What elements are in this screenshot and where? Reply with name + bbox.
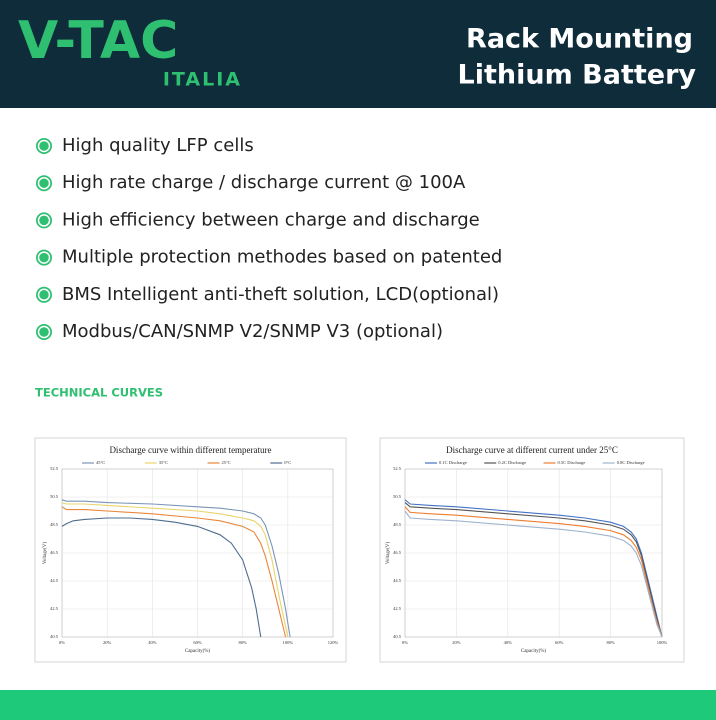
y-tick-label: 42.5 — [50, 606, 59, 611]
series-line — [404, 506, 663, 638]
x-tick-label: 80% — [606, 640, 615, 645]
header-title: Rack Mounting — [466, 24, 693, 55]
y-axis-label: Voltage(V) — [43, 542, 48, 564]
feature-text: Modbus/CAN/SNMP V2/SNMP V3 (optional) — [62, 321, 443, 342]
series-line — [404, 499, 663, 638]
bullet-ring — [37, 325, 51, 339]
y-tick-label: 50.5 — [50, 494, 59, 499]
y-tick-label: 44.5 — [393, 578, 402, 583]
bullet-ring — [37, 176, 51, 190]
feature-text: High rate charge / discharge current @ 1… — [62, 172, 466, 193]
logo-sub: ITALIA — [163, 69, 242, 91]
y-tick-label: 46.5 — [50, 550, 59, 555]
logo: V-TAC — [18, 11, 178, 71]
bullet-ring — [37, 288, 51, 302]
y-tick-label: 52.5 — [393, 466, 402, 471]
x-tick-label: 60% — [555, 640, 564, 645]
plot-frame — [61, 468, 334, 638]
header-bar — [0, 0, 716, 108]
x-tick-label: 60% — [193, 640, 202, 645]
legend-label: 0°C — [284, 460, 291, 465]
x-tick-label: 20% — [452, 640, 461, 645]
feature-text: Multiple protection methodes based on pa… — [62, 247, 502, 268]
series-line — [61, 502, 289, 638]
legend-label: 35°C — [159, 460, 168, 465]
y-tick-label: 40.5 — [393, 634, 402, 639]
feature-text: BMS Intelligent anti-theft solution, LCD… — [62, 284, 499, 305]
bullet-ring — [37, 251, 51, 264]
series-line — [61, 517, 262, 638]
x-tick-label: 0% — [402, 640, 408, 645]
y-tick-label: 46.5 — [393, 550, 402, 555]
series-line — [61, 499, 291, 638]
x-tick-label: 100% — [657, 640, 668, 645]
y-tick-label: 48.5 — [393, 522, 402, 527]
legend-label: 25°C — [222, 460, 231, 465]
bullet-ring — [37, 214, 51, 227]
plot-frame — [404, 468, 663, 638]
y-tick-label: 50.5 — [393, 494, 402, 499]
x-tick-label: 100% — [283, 640, 294, 645]
y-tick-label: 40.5 — [50, 634, 59, 639]
x-tick-label: 40% — [504, 640, 513, 645]
x-axis-label: Capacity(%) — [185, 649, 211, 654]
bullet-ring — [37, 139, 51, 153]
legend-label: 0.2C Discharge — [498, 460, 526, 465]
series-line — [404, 510, 663, 638]
feature-text: High quality LFP cells — [62, 135, 254, 156]
feature-text: High efficiency between charge and disch… — [62, 209, 480, 230]
feature-list: High quality LFP cells High rate charge /… — [36, 135, 502, 342]
series-line — [404, 502, 663, 638]
chart-title: Discharge curve within different tempera… — [109, 445, 271, 455]
chart-panel — [34, 437, 347, 663]
section-title: TECHNICAL CURVES — [35, 386, 163, 400]
y-tick-label: 52.5 — [50, 466, 59, 471]
y-tick-label: 48.5 — [50, 522, 59, 527]
y-tick-label: 42.5 — [393, 606, 402, 611]
legend-label: 0.1C Discharge — [439, 460, 467, 465]
y-axis-label: Voltage(V) — [386, 542, 391, 564]
x-tick-label: 20% — [103, 640, 112, 645]
chart-title: Discharge curve at different current und… — [446, 445, 618, 455]
y-tick-label: 44.5 — [50, 578, 59, 583]
footer-bar — [0, 690, 716, 720]
x-tick-label: 80% — [239, 640, 248, 645]
x-tick-label: 0% — [59, 640, 65, 645]
x-tick-label: 120% — [328, 640, 339, 645]
series-line — [61, 506, 287, 638]
legend-label: 45°C — [96, 460, 105, 465]
legend-label: 0.8C Discharge — [617, 460, 645, 465]
header-title: Lithium Battery — [458, 60, 697, 91]
chart-panel — [379, 437, 685, 663]
x-tick-label: 40% — [148, 640, 157, 645]
x-axis-label: Capacity(%) — [521, 649, 547, 654]
legend-label: 0.5C Discharge — [558, 460, 586, 465]
